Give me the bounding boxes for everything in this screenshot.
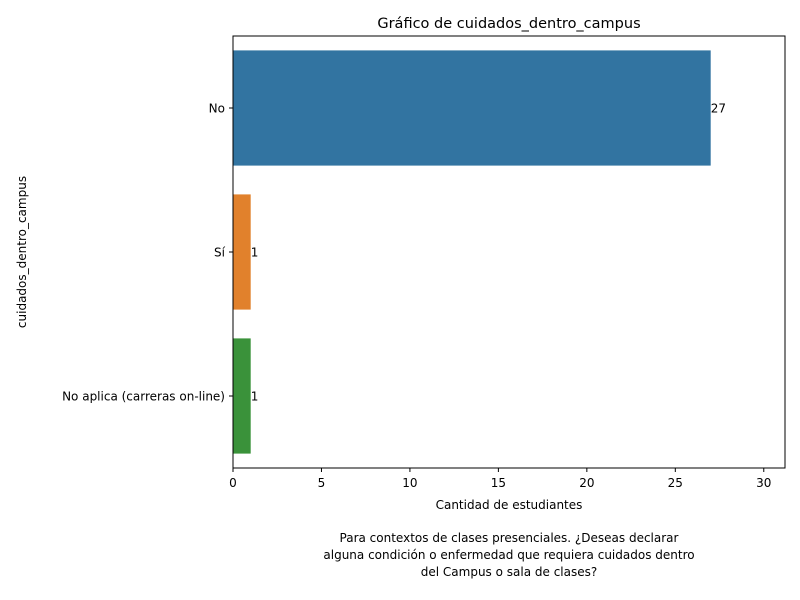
y-tick-label-1: Sí [214,246,226,260]
y-tick-label-0: No [209,102,225,116]
x-tick-label-1: 5 [318,476,326,490]
x-tick-label-2: 10 [402,476,417,490]
chart-caption: Para contextos de clases presenciales. ¿… [323,531,694,579]
x-tick-label-4: 20 [579,476,594,490]
data-label-0: 27 [711,102,726,116]
x-tick-label-6: 30 [756,476,771,490]
data-label-2: 1 [251,390,259,404]
bar-2 [233,338,251,454]
bar-1 [233,194,251,310]
caption-line-1: Para contextos de clases presenciales. ¿… [340,531,679,545]
caption-line-3: del Campus o sala de clases? [421,565,597,579]
caption-line-2: alguna condición o enfermedad que requie… [323,548,694,562]
data-label-1: 1 [251,246,259,260]
x-tick-label-0: 0 [229,476,237,490]
x-tick-label-5: 25 [668,476,683,490]
chart-title: Gráfico de cuidados_dentro_campus [377,16,640,32]
y-tick-label-2: No aplica (carreras on-line) [62,390,225,404]
y-axis-label: cuidados_dentro_campus [15,176,29,328]
bar-0 [233,50,711,166]
x-tick-label-3: 15 [491,476,506,490]
x-axis-label: Cantidad de estudiantes [436,498,583,512]
